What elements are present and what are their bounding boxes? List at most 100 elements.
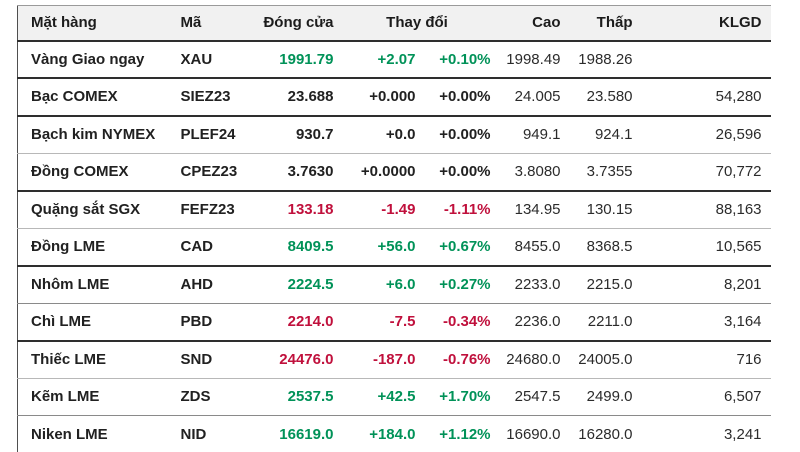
- commodity-code: NID: [180, 426, 207, 443]
- low-price: 130.15: [586, 201, 633, 218]
- change-percent: +0.67%: [439, 238, 491, 255]
- low-price: 1988.26: [578, 50, 633, 68]
- low-price: 8368.5: [586, 238, 633, 255]
- change-percent: +0.00%: [439, 163, 491, 180]
- header-change: Thay đổi: [386, 14, 448, 32]
- close-price: 24476.0: [279, 351, 334, 368]
- commodity-code: SND: [180, 351, 213, 368]
- commodity-name: Nhôm LME: [31, 276, 110, 293]
- change-value: +56.0: [377, 238, 416, 255]
- table-row[interactable]: Niken LME NID 16619.0 +184.0 +1.12% 16690.0 16…: [17, 415, 771, 452]
- change-value: +0.0: [385, 126, 416, 143]
- table-row[interactable]: Vàng Giao ngay XAU 1991.79 +2.07 +0.10% 1998.…: [17, 40, 771, 79]
- volume-value: 54,280: [715, 88, 762, 106]
- table-row[interactable]: Bạc COMEX SIEZ23 23.688 +0.000 +0.00% 24.005 2…: [17, 78, 771, 116]
- close-price: 2537.5: [287, 388, 334, 406]
- commodity-code: XAU: [180, 50, 213, 68]
- commodity-price-table: Mặt hàng Mã Đóng cửa Thay đổi Cao Thấp K…: [17, 5, 771, 452]
- commodity-name: Niken LME: [31, 426, 108, 443]
- table-row[interactable]: Kẽm LME ZDS 2537.5 +42.5 +1.70% 2547.5 2499.0 6…: [17, 378, 771, 416]
- volume-value: 6,507: [723, 388, 762, 406]
- commodity-code: CPEZ23: [180, 163, 238, 180]
- change-value: +42.5: [377, 388, 416, 406]
- change-percent: -0.76%: [442, 351, 491, 368]
- high-price: 2236.0: [514, 313, 561, 330]
- high-price: 2233.0: [514, 276, 561, 293]
- table-row[interactable]: Quặng sắt SGX FEFZ23 133.18 -1.49 -1.11% 134.…: [17, 190, 771, 228]
- commodity-code: PLEF24: [180, 126, 236, 143]
- change-percent: +0.00%: [439, 126, 491, 143]
- change-value: +0.000: [369, 88, 416, 106]
- close-price: 2214.0: [287, 313, 334, 330]
- commodity-name: Bạc COMEX: [31, 88, 118, 106]
- header-close-price: Đóng cửa: [263, 14, 334, 32]
- table-row[interactable]: Nhôm LME AHD 2224.5 +6.0 +0.27% 2233.0 2215.0 8…: [17, 265, 771, 303]
- volume-value: 70,772: [715, 163, 762, 180]
- close-price: 1991.79: [279, 50, 334, 68]
- commodity-name: Đồng COMEX: [31, 163, 129, 180]
- volume-value: 10,565: [715, 238, 762, 255]
- commodity-name: Đồng LME: [31, 238, 106, 255]
- low-price: 23.580: [586, 88, 633, 106]
- volume-value: 88,163: [715, 201, 762, 218]
- high-price: 1998.49: [506, 50, 561, 68]
- table-row[interactable]: Đồng COMEX CPEZ23 3.7630 +0.0000 +0.00% 3.808…: [17, 153, 771, 191]
- header-code: Mã: [180, 14, 202, 32]
- commodity-code: PBD: [180, 313, 213, 330]
- close-price: 930.7: [295, 126, 334, 143]
- high-price: 8455.0: [514, 238, 561, 255]
- change-value: -1.49: [381, 201, 416, 218]
- header-low-price: Thấp: [596, 14, 633, 32]
- low-price: 924.1: [594, 126, 633, 143]
- table-row[interactable]: Thiếc LME SND 24476.0 -187.0 -0.76% 24680.0 24…: [17, 340, 771, 378]
- high-price: 949.1: [522, 126, 561, 143]
- change-percent: -1.11%: [443, 201, 491, 218]
- close-price: 133.18: [287, 201, 334, 218]
- low-price: 2211.0: [587, 313, 633, 330]
- high-price: 24680.0: [506, 351, 561, 368]
- high-price: 3.8080: [514, 163, 561, 180]
- change-value: +6.0: [385, 276, 416, 293]
- close-price: 8409.5: [287, 238, 334, 255]
- volume-value: 3,241: [723, 426, 762, 443]
- low-price: 2215.0: [586, 276, 633, 293]
- volume-value: 8,201: [723, 276, 762, 293]
- commodity-name: Bạch kim NYMEX: [31, 126, 156, 143]
- commodity-code: CAD: [180, 238, 214, 255]
- header-high-price: Cao: [532, 14, 561, 32]
- change-percent: +0.00%: [439, 88, 491, 106]
- change-percent: +1.12%: [439, 426, 491, 443]
- commodity-code: FEFZ23: [180, 201, 235, 218]
- table-header-row: Mặt hàng Mã Đóng cửa Thay đổi Cao Thấp K…: [17, 5, 771, 41]
- high-price: 16690.0: [506, 426, 561, 443]
- change-value: -7.5: [389, 313, 416, 330]
- commodity-name: Kẽm LME: [31, 388, 100, 406]
- change-value: +2.07: [377, 50, 416, 68]
- low-price: 24005.0: [578, 351, 633, 368]
- high-price: 24.005: [514, 88, 561, 106]
- volume-value: [639, 41, 771, 79]
- volume-value: 3,164: [723, 313, 762, 330]
- close-price: 3.7630: [287, 163, 334, 180]
- volume-value: 26,596: [715, 126, 762, 143]
- header-volume: KLGD: [719, 14, 762, 32]
- change-percent: +0.27%: [439, 276, 491, 293]
- commodity-code: AHD: [180, 276, 214, 293]
- commodity-name: Vàng Giao ngay: [31, 50, 145, 68]
- commodity-name: Chì LME: [31, 313, 91, 330]
- table-row[interactable]: Chì LME PBD 2214.0 -7.5 -0.34% 2236.0 2211.0 3,…: [17, 303, 771, 341]
- volume-value: 716: [736, 351, 762, 368]
- high-price: 134.95: [514, 201, 561, 218]
- table-row[interactable]: Đồng LME CAD 8409.5 +56.0 +0.67% 8455.0 8368.5…: [17, 228, 771, 266]
- change-percent: +0.10%: [439, 50, 491, 68]
- low-price: 3.7355: [586, 163, 633, 180]
- change-percent: -0.34%: [442, 313, 491, 330]
- close-price: 2224.5: [287, 276, 334, 293]
- table-row[interactable]: Bạch kim NYMEX PLEF24 930.7 +0.0 +0.00% 949.1…: [17, 115, 771, 153]
- change-percent: +1.70%: [439, 388, 491, 406]
- low-price: 16280.0: [578, 426, 633, 443]
- commodity-code: SIEZ23: [180, 88, 231, 106]
- change-value: -187.0: [372, 351, 416, 368]
- commodity-name: Thiếc LME: [31, 351, 107, 368]
- change-value: +0.0000: [360, 163, 416, 180]
